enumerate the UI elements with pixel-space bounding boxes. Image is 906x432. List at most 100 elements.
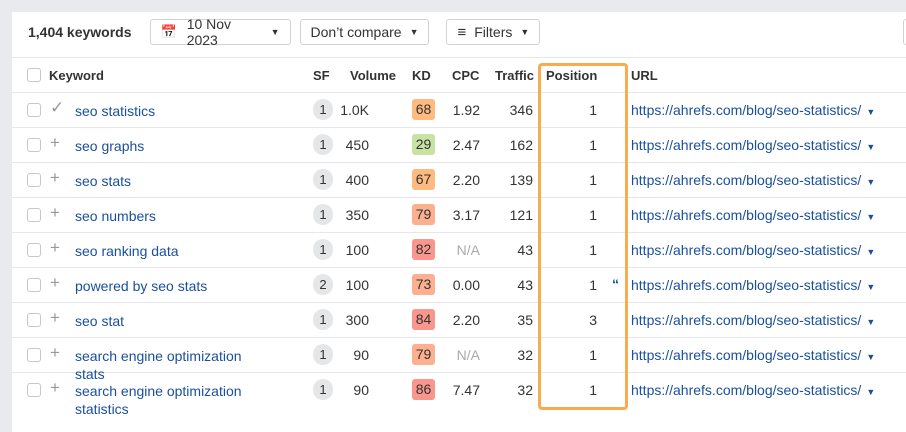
row-checkbox[interactable]	[27, 103, 41, 117]
url-link[interactable]: https://ahrefs.com/blog/seo-statistics/ ▼	[631, 277, 875, 293]
url-text[interactable]: https://ahrefs.com/blog/seo-statistics/	[631, 172, 862, 188]
compare-button[interactable]: Don’t compare ▼	[299, 19, 430, 45]
sf-badge[interactable]: 1	[313, 99, 333, 120]
caret-down-icon[interactable]: ▼	[866, 247, 876, 257]
check-icon[interactable]: ✓	[50, 98, 65, 117]
header-position[interactable]: Position	[546, 68, 598, 83]
volume: 1.0K	[340, 102, 369, 118]
url-text[interactable]: https://ahrefs.com/blog/seo-statistics/	[631, 277, 862, 293]
url-text[interactable]: https://ahrefs.com/blog/seo-statistics/	[631, 312, 862, 328]
plus-icon[interactable]: +	[50, 203, 60, 222]
row-checkbox[interactable]	[27, 173, 41, 187]
keyword-link[interactable]: seo graphs	[75, 138, 145, 154]
date-picker-button[interactable]: 📅 10 Nov 2023 ▼	[149, 16, 291, 48]
caret-down-icon[interactable]: ▼	[866, 212, 876, 222]
url-link[interactable]: https://ahrefs.com/blog/seo-statistics/ ▼	[631, 382, 875, 398]
header-kd[interactable]: KD	[412, 68, 431, 83]
plus-icon[interactable]: +	[50, 308, 60, 327]
toolbar: 1,404 keywords 📅 10 Nov 2023 ▼ Don’t com…	[28, 16, 549, 48]
sf-badge[interactable]: 1	[313, 169, 333, 190]
plus-icon[interactable]: +	[50, 343, 60, 362]
kd-badge: 73	[412, 274, 435, 295]
sf-badge[interactable]: 1	[313, 204, 333, 225]
keyword-link[interactable]: search engine optimization statistics	[75, 383, 242, 417]
url-text[interactable]: https://ahrefs.com/blog/seo-statistics/	[631, 382, 862, 398]
select-all-checkbox[interactable]	[27, 68, 41, 82]
keyword-link[interactable]: seo stats	[75, 173, 132, 189]
url-link[interactable]: https://ahrefs.com/blog/seo-statistics/ ▼	[631, 207, 875, 223]
keyword-link[interactable]: search engine optimization stats	[75, 348, 242, 382]
row-checkbox[interactable]	[27, 313, 41, 327]
position: 1	[589, 242, 597, 258]
url-link[interactable]: https://ahrefs.com/blog/seo-statistics/ ▼	[631, 172, 875, 188]
sf-badge[interactable]: 1	[313, 134, 333, 155]
sf-badge[interactable]: 2	[313, 274, 333, 295]
row-checkbox[interactable]	[27, 348, 41, 362]
plus-icon[interactable]: +	[50, 133, 60, 152]
header-sf[interactable]: SF	[313, 68, 330, 83]
keyword-link[interactable]: seo ranking data	[75, 243, 179, 259]
url-link[interactable]: https://ahrefs.com/blog/seo-statistics/ ▼	[631, 102, 875, 118]
row-checkbox[interactable]	[27, 208, 41, 222]
table-row: + powered by seo stats 2 100 73 0.00 43 1 “ https…	[0, 267, 906, 302]
url-link[interactable]: https://ahrefs.com/blog/seo-statistics/ ▼	[631, 137, 875, 153]
featured-snippet-icon: “	[612, 276, 619, 292]
traffic: 43	[517, 242, 533, 258]
traffic: 162	[509, 137, 533, 153]
kd-badge: 82	[412, 239, 435, 260]
table-row: + seo graphs 1 450 29 2.47 162 1 https://ahrefs.…	[0, 127, 906, 162]
divider	[12, 267, 906, 268]
header-url[interactable]: URL	[631, 68, 658, 83]
plus-icon[interactable]: +	[50, 378, 60, 397]
keyword-link[interactable]: seo stat	[75, 313, 125, 329]
volume: 90	[353, 347, 369, 363]
caret-down-icon[interactable]: ▼	[866, 107, 876, 117]
divider	[12, 92, 906, 93]
keyword-link[interactable]: powered by seo stats	[75, 278, 208, 294]
header-traffic[interactable]: Traffic	[495, 68, 535, 83]
caret-down-icon[interactable]: ▼	[866, 142, 876, 152]
keyword-link[interactable]: seo statistics	[75, 103, 156, 119]
sf-badge[interactable]: 1	[313, 379, 333, 400]
row-checkbox[interactable]	[27, 138, 41, 152]
url-link[interactable]: https://ahrefs.com/blog/seo-statistics/ ▼	[631, 347, 875, 363]
url-text[interactable]: https://ahrefs.com/blog/seo-statistics/	[631, 347, 862, 363]
caret-down-icon[interactable]: ▼	[866, 317, 876, 327]
traffic: 121	[509, 207, 533, 223]
header-keyword[interactable]: Keyword	[49, 68, 104, 83]
plus-icon[interactable]: +	[50, 168, 60, 187]
position: 1	[589, 207, 597, 223]
url-link[interactable]: https://ahrefs.com/blog/seo-statistics/ ▼	[631, 242, 875, 258]
table-row: + seo stat 1 300 84 2.20 35 3 https://ahrefs.com…	[0, 302, 906, 337]
header-cpc[interactable]: CPC	[452, 68, 480, 83]
row-checkbox[interactable]	[27, 243, 41, 257]
row-checkbox[interactable]	[27, 278, 41, 292]
compare-label: Don’t compare	[310, 24, 402, 40]
traffic: 346	[509, 102, 533, 118]
caret-down-icon[interactable]: ▼	[866, 387, 876, 397]
url-text[interactable]: https://ahrefs.com/blog/seo-statistics/	[631, 207, 862, 223]
keyword-link[interactable]: seo numbers	[75, 208, 156, 224]
plus-icon[interactable]: +	[50, 238, 60, 257]
toolbar-edge-button[interactable]	[903, 19, 906, 45]
caret-down-icon: ▼	[409, 27, 419, 37]
kd-badge: 86	[412, 379, 435, 400]
kd-badge: 79	[412, 344, 435, 365]
divider	[12, 197, 906, 198]
caret-down-icon[interactable]: ▼	[866, 352, 876, 362]
filters-button[interactable]: ≡ Filters ▼	[446, 19, 541, 45]
sf-badge[interactable]: 1	[313, 309, 333, 330]
header-volume[interactable]: Volume	[350, 68, 396, 83]
sf-badge[interactable]: 1	[313, 239, 333, 260]
caret-down-icon[interactable]: ▼	[866, 282, 876, 292]
cpc: 1.92	[452, 102, 480, 118]
caret-down-icon[interactable]: ▼	[866, 177, 876, 187]
cpc: N/A	[456, 347, 480, 363]
url-text[interactable]: https://ahrefs.com/blog/seo-statistics/	[631, 137, 862, 153]
url-link[interactable]: https://ahrefs.com/blog/seo-statistics/ ▼	[631, 312, 875, 328]
url-text[interactable]: https://ahrefs.com/blog/seo-statistics/	[631, 242, 862, 258]
url-text[interactable]: https://ahrefs.com/blog/seo-statistics/	[631, 102, 862, 118]
plus-icon[interactable]: +	[50, 273, 60, 292]
sf-badge[interactable]: 1	[313, 344, 333, 365]
row-checkbox[interactable]	[27, 383, 41, 397]
